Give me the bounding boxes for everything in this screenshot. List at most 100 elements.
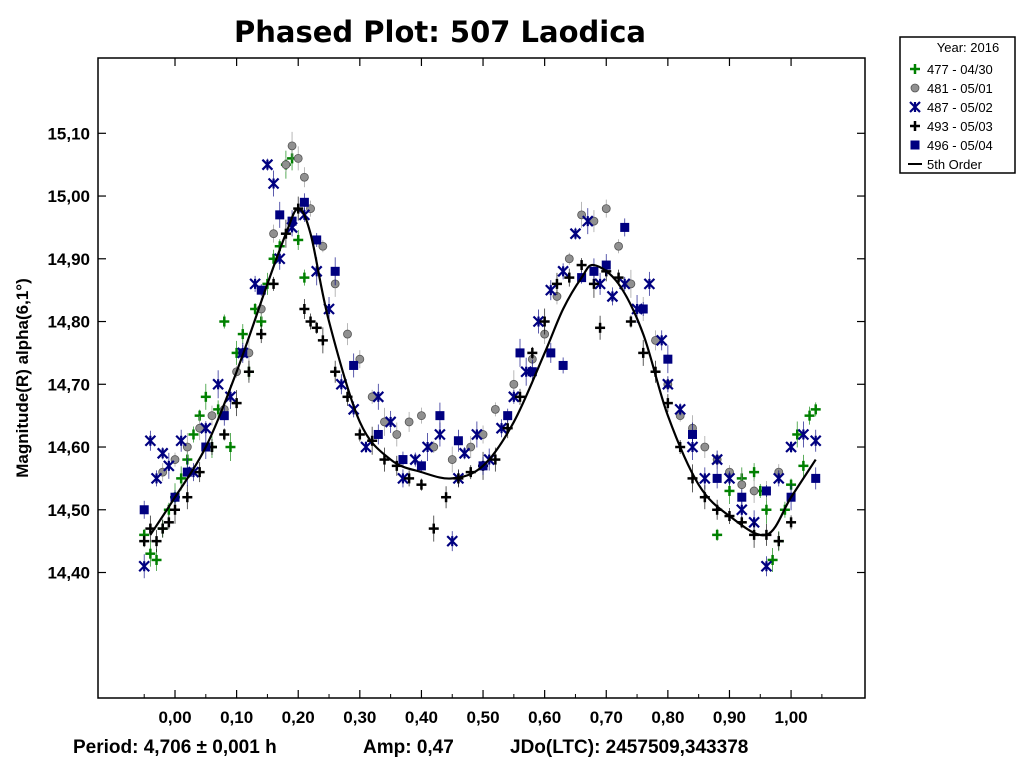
data-point xyxy=(490,454,501,465)
data-point xyxy=(767,554,778,565)
legend-entry-label: 477 - 04/30 xyxy=(927,62,993,77)
data-point xyxy=(601,260,611,270)
legend-marker xyxy=(910,140,920,150)
data-point xyxy=(551,278,562,289)
data-point xyxy=(643,278,656,290)
fit-curve-layer xyxy=(149,207,817,537)
x-tick-label: 0,10 xyxy=(220,708,253,727)
legend-title: Year: 2016 xyxy=(937,40,999,55)
data-point xyxy=(157,523,168,534)
series-1 xyxy=(158,131,784,503)
legend-entry-label: 481 - 05/01 xyxy=(927,81,993,96)
data-point xyxy=(792,429,803,440)
data-point xyxy=(398,455,408,465)
data-point xyxy=(736,503,748,516)
data-point xyxy=(312,235,322,245)
data-point xyxy=(330,266,340,276)
data-point xyxy=(606,290,619,303)
x-tick-label: 0,80 xyxy=(651,708,684,727)
data-point xyxy=(269,229,278,239)
chart-title: Phased Plot: 507 Laodica xyxy=(234,15,646,49)
data-point xyxy=(225,442,236,453)
data-point xyxy=(195,423,205,433)
series-3 xyxy=(139,196,797,553)
data-point xyxy=(655,334,668,347)
data-points xyxy=(138,131,822,579)
data-point xyxy=(589,266,599,276)
data-point xyxy=(711,453,723,466)
data-point xyxy=(299,303,310,314)
data-point xyxy=(354,429,365,440)
data-point xyxy=(163,460,175,472)
data-point xyxy=(581,215,594,227)
x-tick-label: 0,00 xyxy=(158,708,191,727)
data-point xyxy=(441,492,452,503)
data-point xyxy=(200,422,212,434)
data-point xyxy=(626,279,636,289)
data-point xyxy=(287,216,297,226)
data-point xyxy=(662,378,674,391)
data-point xyxy=(299,272,310,283)
data-point xyxy=(723,472,736,485)
data-point xyxy=(558,360,568,370)
y-axis-label: Magnitude(R) alpha(6,1°) xyxy=(13,278,32,477)
legend-entry: 496 - 05/04 xyxy=(910,138,993,153)
data-point xyxy=(182,467,192,477)
data-point xyxy=(219,411,229,421)
x-axis-ticks: 0,00 0,10 0,20 0,30 0,40 0,50 0,60 0,70 0,80 0,90… xyxy=(143,58,823,727)
data-point xyxy=(490,404,500,414)
data-point xyxy=(638,304,648,314)
data-point xyxy=(379,454,390,465)
data-point xyxy=(151,536,162,547)
data-point xyxy=(545,284,557,296)
data-point xyxy=(651,335,660,345)
data-point xyxy=(700,442,710,452)
data-point xyxy=(458,447,471,460)
data-point xyxy=(495,422,508,434)
data-point xyxy=(724,485,735,496)
data-point xyxy=(595,322,606,333)
data-point xyxy=(569,227,582,240)
data-point xyxy=(594,278,606,290)
data-point xyxy=(404,473,415,484)
x-tick-label: 0,40 xyxy=(405,708,438,727)
data-point xyxy=(275,210,285,220)
legend: Year: 2016 477 - 04/30 481 - 05/01 487 - 0… xyxy=(899,36,1016,174)
data-point xyxy=(151,554,162,565)
data-point xyxy=(804,410,815,421)
data-point xyxy=(417,411,426,421)
data-point xyxy=(508,391,520,403)
y-tick-label: 14,80 xyxy=(47,313,90,332)
data-point xyxy=(144,434,157,447)
data-point xyxy=(797,428,810,441)
data-point xyxy=(281,160,291,170)
data-point xyxy=(268,278,279,289)
data-point xyxy=(737,492,747,502)
data-point xyxy=(397,472,409,485)
y-tick-label: 14,70 xyxy=(47,375,90,394)
data-point xyxy=(811,473,821,483)
data-point xyxy=(625,316,636,327)
data-point xyxy=(138,560,150,573)
footer-jdo: JDo(LTC): 2457509,343378 xyxy=(510,737,748,758)
x-tick-label: 1,00 xyxy=(775,708,808,727)
data-point xyxy=(546,348,556,358)
legend-entry: 481 - 05/01 xyxy=(910,81,993,96)
data-point xyxy=(287,141,297,151)
legend-marker xyxy=(910,83,920,93)
data-point xyxy=(576,260,587,271)
y-tick-label: 14,60 xyxy=(47,438,90,457)
data-point xyxy=(761,504,772,515)
data-point xyxy=(557,265,569,278)
legend-box xyxy=(899,36,1016,174)
data-point xyxy=(589,216,599,226)
x-tick-label: 0,90 xyxy=(713,708,746,727)
data-point xyxy=(343,329,352,339)
data-point xyxy=(380,417,389,427)
data-point xyxy=(785,441,797,453)
data-point xyxy=(360,441,372,453)
data-point xyxy=(749,486,759,496)
data-point xyxy=(261,158,274,171)
data-point xyxy=(421,441,434,453)
